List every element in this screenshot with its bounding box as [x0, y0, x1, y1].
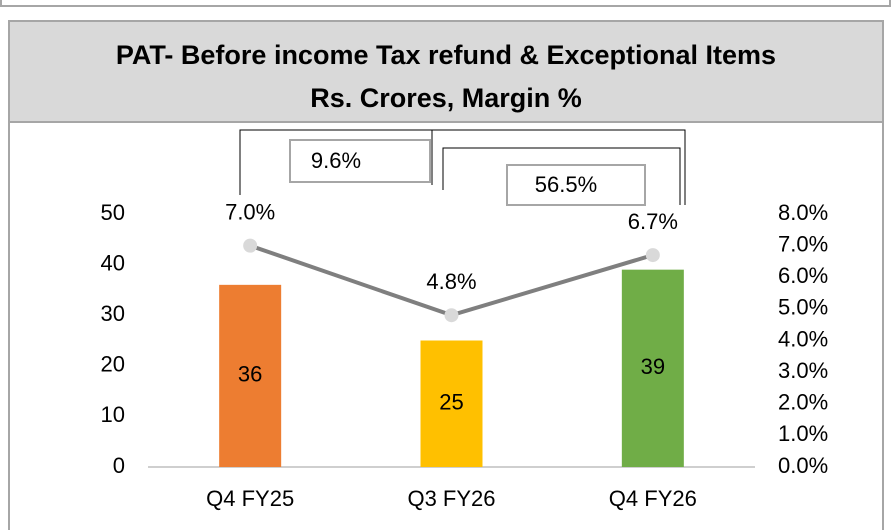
- line-value-label: 4.8%: [426, 269, 476, 294]
- top-strip: [0, 0, 891, 7]
- title-band: [8, 20, 884, 123]
- line-marker: [444, 308, 459, 323]
- bar-value-label: 25: [439, 390, 463, 415]
- line-value-label: 6.7%: [628, 209, 678, 234]
- y2-tick-label: 0.0%: [778, 453, 828, 478]
- y-tick-label: 40: [101, 250, 125, 275]
- chart-subtitle: Rs. Crores, Margin %: [310, 83, 582, 113]
- line-marker: [243, 238, 258, 253]
- y2-tick-label: 6.0%: [778, 263, 828, 288]
- chart-title: PAT- Before income Tax refund & Exceptio…: [116, 40, 776, 70]
- annotation-box: [506, 164, 646, 206]
- bar: [621, 269, 684, 467]
- y2-tick-label: 5.0%: [778, 295, 828, 320]
- y2-tick-label: 8.0%: [778, 200, 828, 225]
- y2-tick-label: 3.0%: [778, 358, 828, 383]
- annotation: 9.6%: [311, 148, 361, 173]
- y2-tick-label: 7.0%: [778, 231, 828, 256]
- bar: [219, 284, 282, 467]
- y-tick-label: 50: [101, 200, 125, 225]
- annotation: 56.5%: [535, 172, 597, 197]
- y2-tick-label: 2.0%: [778, 390, 828, 415]
- y2-tick-label: 1.0%: [778, 421, 828, 446]
- x-tick-label: Q4 FY25: [206, 486, 294, 511]
- annotation-box: [289, 139, 431, 183]
- bar-value-label: 39: [641, 354, 665, 379]
- bar-value-label: 36: [238, 362, 262, 387]
- line-marker: [645, 248, 660, 263]
- x-tick-label: Q3 FY26: [407, 486, 495, 511]
- y-tick-label: 20: [101, 352, 125, 377]
- y-tick-label: 30: [101, 301, 125, 326]
- bracket-inner: [442, 147, 681, 205]
- y2-tick-label: 4.0%: [778, 326, 828, 351]
- bar: [420, 340, 483, 467]
- y-tick-label: 10: [101, 402, 125, 427]
- bracket-outer: [239, 129, 686, 205]
- line-value-label: 7.0%: [225, 199, 275, 224]
- y-tick-label: 0: [113, 453, 125, 478]
- brackets: [239, 129, 686, 205]
- x-tick-label: Q4 FY26: [609, 486, 697, 511]
